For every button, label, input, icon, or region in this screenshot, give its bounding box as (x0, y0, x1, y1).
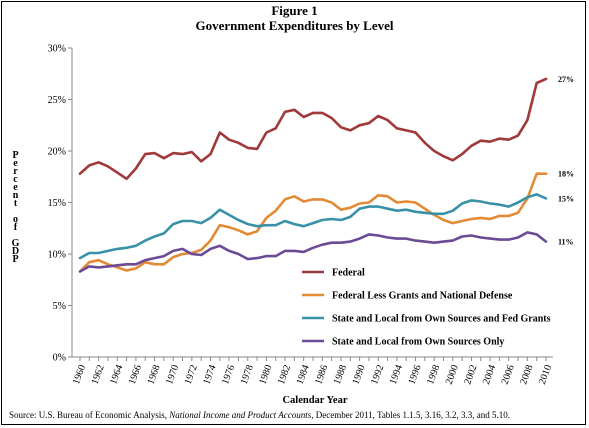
end-label-federal: 27% (558, 75, 574, 84)
x-tick-label: 1982 (276, 363, 293, 386)
figure-label: Figure 1 (271, 3, 318, 18)
figure-header: Figure 1 Government Expenditures by Leve… (0, 3, 589, 33)
legend-label-state-and-local-from-own-sources-and-fed-grants: State and Local from Own Sources and Fed… (332, 314, 551, 325)
x-tick-label: 1990 (351, 363, 368, 386)
chart-axes: 0%5%10%15%20%25%30%1960 1962 1964 1966 1968 1… (48, 44, 554, 387)
series-layer: 27% 18% 15% 11% (78, 75, 574, 273)
legend-label-federal-less-grants-and-national-defense: Federal Less Grants and National Defense (332, 291, 513, 302)
x-tick-label: 2002 (462, 363, 479, 386)
x-tick-label: 1966 (127, 363, 144, 386)
y-axis-label: Percent of GDP (10, 150, 21, 262)
series-line-federal-less-grants-and-national-defense (78, 172, 548, 273)
source-suffix: December 2011, Tables 1.1.5, 3.16, 3.2, … (313, 410, 511, 420)
y-tick-label: 20% (48, 147, 66, 158)
y-tick-label: 10% (48, 250, 66, 261)
x-tick-label: 1988 (332, 363, 349, 386)
legend-label-state-and-local-from-own-sources-only: State and Local from Own Sources Only (332, 337, 504, 348)
x-tick-label: 2004 (481, 363, 498, 386)
x-tick-label: 1984 (295, 363, 312, 386)
source-italic: National Income and Product Accounts, (169, 410, 314, 420)
y-tick-label: 0% (53, 353, 66, 364)
chart-title: Government Expenditures by Level (195, 18, 394, 33)
end-label-federal-less-grants-and-national-defense: 18% (558, 170, 574, 179)
series-line-federal (78, 77, 548, 181)
end-label-state-and-local-from-own-sources-only: 11% (558, 238, 574, 247)
x-tick-label: 1976 (220, 363, 237, 386)
x-tick-label: 1978 (239, 363, 256, 386)
x-tick-label: 1996 (406, 363, 423, 386)
y-tick-label: 5% (53, 301, 66, 312)
legend-label-federal: Federal (332, 268, 365, 279)
source-prefix: Source: U.S. Bureau of Economic Analysis… (9, 410, 170, 420)
series-line-state-and-local-from-own-sources-and-fed-grants (78, 193, 548, 260)
x-tick-label: 2008 (518, 363, 535, 386)
x-tick-label: 1992 (369, 363, 386, 386)
legend: Federal Federal Less Grants and National … (302, 268, 551, 348)
x-tick-label: 1980 (257, 363, 274, 386)
x-tick-label: 2000 (444, 363, 461, 386)
source-note: Source: U.S. Bureau of Economic Analysis… (9, 410, 510, 420)
x-tick-label: 1972 (183, 363, 200, 386)
x-tick-label: 1998 (425, 363, 442, 386)
x-tick-label: 1994 (388, 363, 405, 386)
y-tick-label: 25% (48, 95, 66, 106)
x-tick-label: 1964 (108, 363, 125, 386)
x-tick-label: 1974 (201, 363, 218, 386)
x-tick-label: 2006 (500, 363, 517, 386)
y-tick-label: 15% (48, 198, 66, 209)
end-label-state-and-local-from-own-sources-and-fed-grants: 15% (558, 194, 574, 203)
x-tick-label: 1962 (90, 363, 107, 386)
series-line-state-and-local-from-own-sources-only (78, 231, 548, 273)
x-axis-label: Calendar Year (282, 395, 347, 406)
x-tick-label: 1970 (164, 363, 181, 386)
x-tick-label: 2010 (537, 363, 554, 386)
x-tick-label: 1960 (71, 363, 88, 386)
x-tick-label: 1986 (313, 363, 330, 386)
x-tick-label: 1968 (145, 363, 162, 386)
y-tick-label: 30% (48, 44, 66, 55)
